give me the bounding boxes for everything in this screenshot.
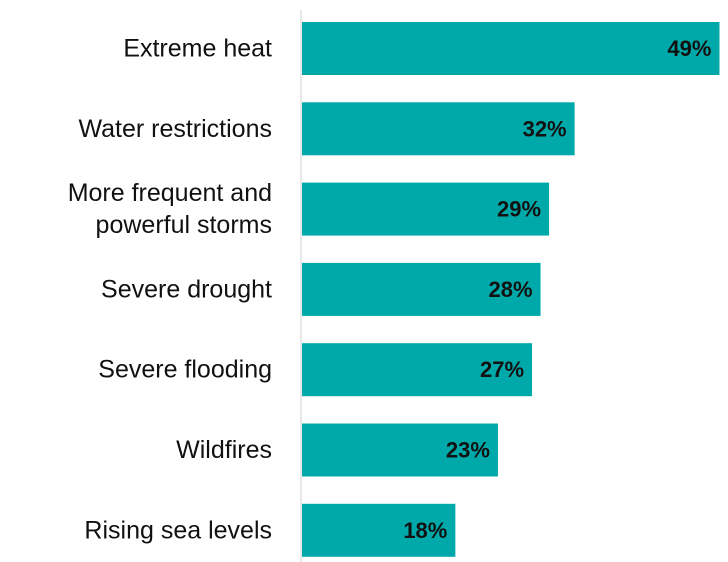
bar-2 xyxy=(302,182,550,236)
bar-3 xyxy=(302,262,541,316)
category-label-line-6-0: Rising sea levels xyxy=(84,516,272,544)
value-label-5: 23% xyxy=(446,438,490,463)
category-label-4: Severe flooding xyxy=(98,356,272,384)
category-label-line-5-0: Wildfires xyxy=(176,436,272,464)
value-label-4: 27% xyxy=(480,357,524,382)
bar-6 xyxy=(302,503,456,557)
value-label-0: 49% xyxy=(667,36,711,61)
value-label-1: 32% xyxy=(523,116,567,141)
category-label-2: More frequent and powerful storms xyxy=(68,179,272,239)
category-label-1: Water restrictions xyxy=(78,115,272,143)
category-label-line-0-0: Extreme heat xyxy=(123,35,272,63)
category-label-3: Severe drought xyxy=(101,275,272,303)
category-label-line-3-0: Severe drought xyxy=(101,275,272,303)
value-label-3: 28% xyxy=(489,277,533,302)
category-label-line-4-0: Severe flooding xyxy=(98,356,272,384)
bar-1 xyxy=(302,102,575,156)
category-label-line-2-1: powerful storms xyxy=(96,211,272,239)
bar-5 xyxy=(302,423,498,477)
category-label-line-1-0: Water restrictions xyxy=(78,115,272,143)
bar-0 xyxy=(302,22,720,75)
bar-4 xyxy=(302,343,533,397)
category-labels-group: Extreme heat Water restrictions More frequ… xyxy=(68,35,272,545)
value-label-2: 29% xyxy=(497,197,541,222)
category-label-line-2-0: More frequent and xyxy=(68,179,272,207)
category-label-5: Wildfires xyxy=(176,436,272,464)
value-labels-group: 49% 32% 29% 28% 27% 23% 18% xyxy=(403,36,711,543)
category-label-6: Rising sea levels xyxy=(84,516,272,544)
value-label-6: 18% xyxy=(403,518,447,543)
bars-group xyxy=(302,22,720,557)
category-label-0: Extreme heat xyxy=(123,35,272,63)
